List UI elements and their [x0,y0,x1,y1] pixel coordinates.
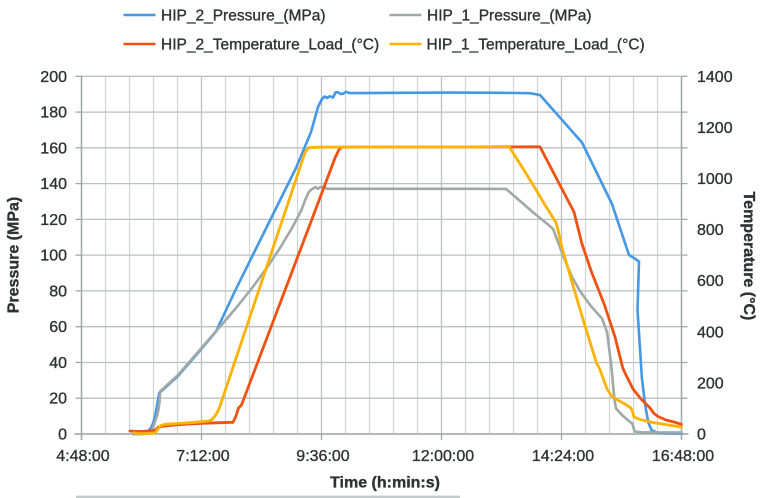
svg-text:14:24:00: 14:24:00 [532,448,594,465]
svg-text:HIP_1_Temperature_Load_(°C): HIP_1_Temperature_Load_(°C) [427,36,645,53]
svg-text:4:48:00: 4:48:00 [56,448,109,465]
svg-text:20: 20 [49,391,67,408]
svg-text:160: 160 [40,140,67,157]
svg-text:120: 120 [40,212,67,229]
svg-text:Temperature (°C): Temperature (°C) [740,192,757,321]
svg-text:600: 600 [697,273,724,290]
svg-text:400: 400 [697,324,724,341]
svg-text:HIP_1_Pressure_(MPa): HIP_1_Pressure_(MPa) [427,8,592,25]
svg-text:200: 200 [697,375,724,392]
svg-text:140: 140 [40,176,67,193]
svg-text:800: 800 [697,222,724,239]
svg-text:40: 40 [49,355,67,372]
svg-text:1200: 1200 [697,120,733,137]
svg-text:12:00:00: 12:00:00 [412,448,474,465]
svg-text:HIP_2_Temperature_Load_(°C): HIP_2_Temperature_Load_(°C) [161,36,379,53]
svg-text:180: 180 [40,105,67,122]
svg-text:9:36:00: 9:36:00 [296,448,349,465]
svg-text:HIP_2_Pressure_(MPa): HIP_2_Pressure_(MPa) [161,8,326,25]
svg-text:200: 200 [40,69,67,86]
svg-text:0: 0 [58,427,67,444]
svg-text:1400: 1400 [697,69,733,86]
svg-text:60: 60 [49,319,67,336]
svg-text:Time (h:min:s): Time (h:min:s) [330,475,440,492]
svg-text:100: 100 [40,248,67,265]
svg-text:7:12:00: 7:12:00 [176,448,229,465]
svg-text:16:48:00: 16:48:00 [652,448,714,465]
svg-text:0: 0 [697,427,706,444]
svg-text:80: 80 [49,283,67,300]
svg-text:1000: 1000 [697,171,733,188]
svg-text:Pressure (MPa): Pressure (MPa) [6,197,23,314]
